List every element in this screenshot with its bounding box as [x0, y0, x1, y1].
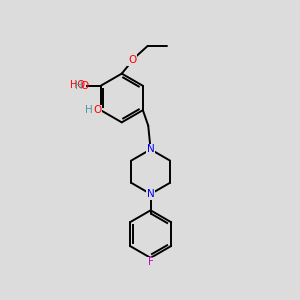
Text: H: H	[75, 81, 83, 91]
Text: O: O	[93, 105, 101, 115]
Text: N: N	[147, 144, 154, 154]
Text: N: N	[147, 189, 154, 199]
Text: F: F	[148, 257, 154, 267]
Text: O: O	[80, 81, 89, 91]
Text: O: O	[128, 55, 136, 65]
Text: HO: HO	[70, 80, 85, 90]
Text: H: H	[85, 105, 93, 115]
